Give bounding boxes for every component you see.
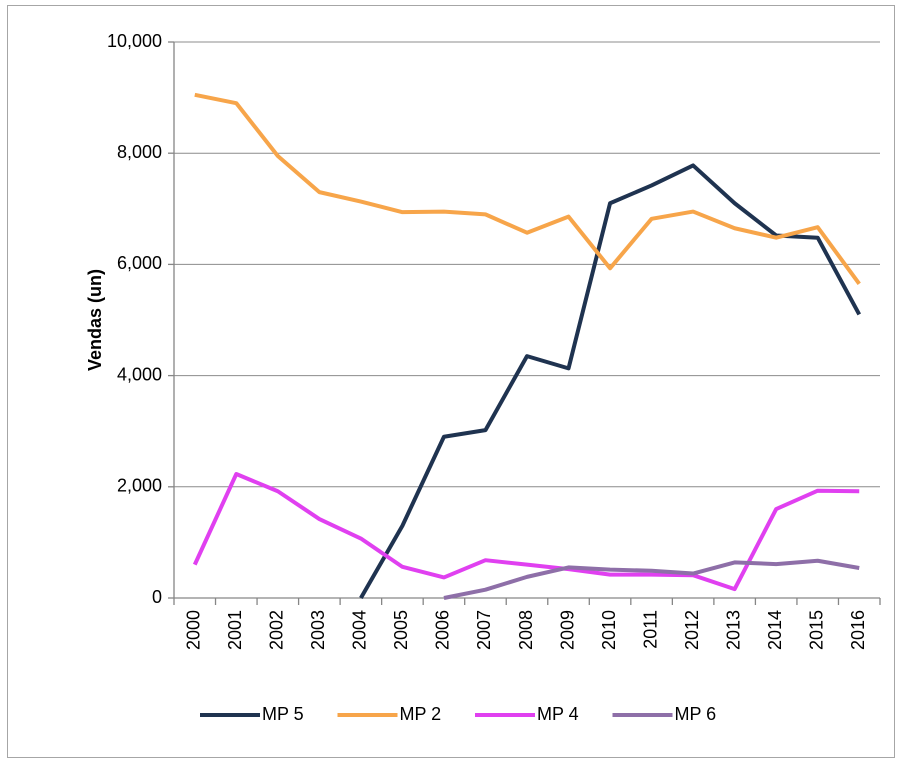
legend-label: MP 6 xyxy=(675,704,717,724)
legend-label: MP 5 xyxy=(262,704,304,724)
x-tick-label: 2003 xyxy=(308,610,328,650)
legend-label: MP 4 xyxy=(537,704,579,724)
x-tick-label: 2005 xyxy=(391,610,411,650)
x-tick-label: 2015 xyxy=(806,610,826,650)
x-tick-label: 2001 xyxy=(225,610,245,650)
y-tick-label: 2,000 xyxy=(117,476,162,496)
x-tick-label: 2009 xyxy=(557,610,577,650)
series-line xyxy=(194,92,861,286)
y-tick-label: 4,000 xyxy=(117,364,162,384)
x-tick-label: 2007 xyxy=(474,610,494,650)
y-tick-label: 6,000 xyxy=(117,253,162,273)
legend-label: MP 2 xyxy=(400,704,442,724)
x-tick-label: 2000 xyxy=(184,610,204,650)
x-tick-label: 2013 xyxy=(723,610,743,650)
x-tick-label: 2010 xyxy=(599,610,619,650)
y-tick-label: 0 xyxy=(152,587,162,607)
x-tick-label: 2006 xyxy=(433,610,453,650)
y-axis-label: Vendas (un) xyxy=(85,269,105,371)
chart-border xyxy=(7,5,895,758)
x-tick-label: 2004 xyxy=(350,610,370,650)
y-tick-label: 10,000 xyxy=(107,31,162,51)
series-line xyxy=(359,163,861,599)
y-tick-label: 8,000 xyxy=(117,142,162,162)
x-tick-label: 2008 xyxy=(516,610,536,650)
x-tick-label: 2016 xyxy=(848,610,868,650)
series-line xyxy=(443,558,860,600)
x-tick-label: 2014 xyxy=(765,610,785,650)
x-tick-label: 2011 xyxy=(640,610,660,649)
x-tick-label: 2002 xyxy=(267,610,287,650)
x-tick-label: 2012 xyxy=(682,610,702,650)
